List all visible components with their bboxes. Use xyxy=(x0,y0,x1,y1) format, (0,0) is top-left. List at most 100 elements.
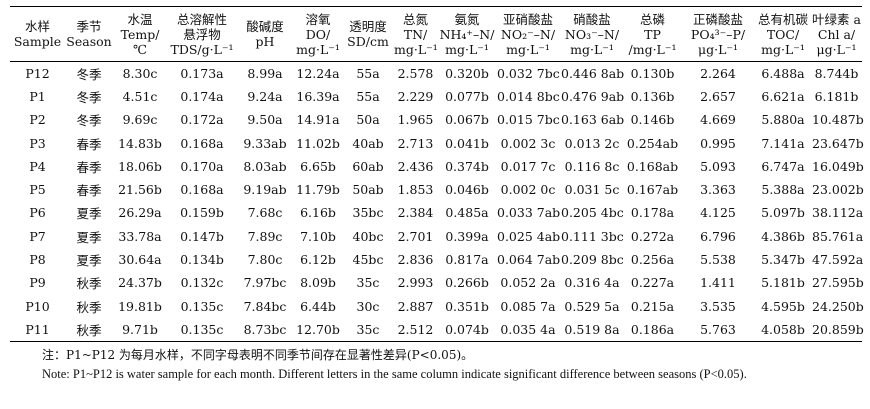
column-header-line: TN/ xyxy=(403,26,428,42)
table-cell: 0.146b xyxy=(630,112,675,128)
table-cell: 4.51c xyxy=(122,88,158,104)
table-cell: 1.853 xyxy=(397,182,434,198)
table-cell: 9.19ab xyxy=(243,182,287,198)
table-cell: 6.488a xyxy=(761,65,805,81)
table-cell: 0.266b xyxy=(445,275,489,291)
table-cell: 4.058b xyxy=(755,317,811,342)
table-cell: 5.538 xyxy=(700,252,736,268)
table-cell: 16.39a xyxy=(296,88,340,104)
column-header-line: SD/cm xyxy=(347,34,389,49)
table-cell: 6.65b xyxy=(300,158,336,174)
table-cell: 9.71b xyxy=(113,317,167,342)
table-cell: 6.747a xyxy=(761,158,805,174)
column-header-line: Season xyxy=(66,34,112,49)
table-cell: 0.446 8ab xyxy=(561,65,625,81)
table-cell: 4.669 xyxy=(700,112,736,128)
table-cell: 春季 xyxy=(76,183,102,199)
table-cell: 2.887 xyxy=(397,298,434,314)
table-cell: 春季 xyxy=(76,136,102,152)
table-cell: 2.713 xyxy=(397,135,434,151)
table-cell: 0.485a xyxy=(445,205,489,221)
table-cell: 0.017 7c xyxy=(500,158,556,174)
table-cell: 0.256a xyxy=(630,252,675,268)
column-header-line: mg·L⁻¹ xyxy=(394,41,438,57)
table-cell: 3.363 xyxy=(700,182,736,198)
table-row: P5 春季 21.56b 0.168a 9.19ab 11.79b 50ab 1.853 0.0… xyxy=(10,178,863,201)
table-row: P9 秋季 24.37b 0.132c 7.97bc 8.09b 35c 2.993 0.266… xyxy=(10,271,863,294)
table-cell: 21.56b xyxy=(118,182,162,198)
table-cell: 春季 xyxy=(76,159,102,175)
table-cell: 8.30c xyxy=(122,65,158,81)
table-cell: 2.512 xyxy=(393,317,438,342)
table-cell: 24.250b xyxy=(812,298,864,314)
column-header: 亚硝酸盐 NO₂⁻–N/mg·L⁻¹ xyxy=(496,6,560,62)
table-cell: 0.077b xyxy=(445,88,489,104)
table-cell: 0.351b xyxy=(445,298,489,314)
table-cell: 0.519 8a xyxy=(560,317,624,342)
column-header-line: 季节 xyxy=(76,19,102,34)
header-row: 水样 Sample 季节 Season 水温 Temp/℃ 总溶解性 悬浮物 TDS/g·L⁻¹… xyxy=(10,6,862,62)
column-header-line: Sample xyxy=(13,34,62,49)
column-header-line: Temp/ xyxy=(120,26,160,42)
column-header: 透明度 SD/cm xyxy=(343,6,393,62)
table-cell: 2.701 xyxy=(397,228,434,244)
table-cell: 0.111 3bc xyxy=(561,228,624,244)
table-cell: P4 xyxy=(29,158,46,174)
table-cell: 1.965 xyxy=(397,112,434,128)
column-header-line: 亚硝酸盐 xyxy=(502,11,553,27)
table-cell: 0.186a xyxy=(624,317,681,342)
table-cell: 2.436 xyxy=(397,158,434,174)
table-cell: 0.052 2a xyxy=(500,275,556,291)
table-cell: P1 xyxy=(29,88,46,104)
table-cell: 秋季 xyxy=(76,276,102,292)
table-cell: 8.99a xyxy=(247,65,283,81)
table-cell: 0.163 6ab xyxy=(561,112,625,128)
table-cell: 夏季 xyxy=(76,206,102,222)
column-header-line: 酸碱度 xyxy=(246,19,284,34)
table-cell: 0.031 5c xyxy=(564,182,620,198)
table-cell: 0.002 0c xyxy=(500,182,556,198)
table-cell: P3 xyxy=(29,135,46,151)
table-row: P1 冬季 4.51c 0.174a 9.24a 16.39a 55a 2.229 0.077b… xyxy=(10,85,862,108)
column-header-line: 硝酸盐 xyxy=(573,11,611,27)
table-cell: 55a xyxy=(356,65,380,81)
column-header-line: pH xyxy=(255,34,275,49)
table-cell: 18.06b xyxy=(118,158,162,174)
column-header-line: TOC/ xyxy=(766,26,800,42)
table-cell: 0.135c xyxy=(180,298,224,314)
table-cell: 35c xyxy=(356,275,380,291)
column-header-line: μg·L⁻¹ xyxy=(697,41,738,57)
column-header: 季节 Season xyxy=(65,6,113,62)
table-cell: 0.025 4ab xyxy=(497,228,561,244)
table-cell: 12.70b xyxy=(293,317,343,342)
table-cell: 0.168a xyxy=(180,182,224,198)
table-cell: 7.68c xyxy=(247,205,283,221)
table-cell: 夏季 xyxy=(76,253,102,269)
table-cell: 0.205 4bc xyxy=(561,205,624,221)
table-cell: 0.170a xyxy=(180,158,224,174)
table-cell: 33.78a xyxy=(118,228,162,244)
column-header-line: 水样 xyxy=(24,19,50,34)
table-row: P11 秋季 9.71b 0.135c 8.73bc 12.70b 35c 2.512 0.07… xyxy=(10,317,864,342)
table-cell: 50a xyxy=(356,112,380,128)
table-row: P3 春季 14.83b 0.168a 9.33ab 11.02b 40ab 2.713 0.0… xyxy=(10,131,863,154)
table-cell: 85.761a xyxy=(812,228,864,244)
note-english: Note: P1~P12 is water sample for each mo… xyxy=(42,367,747,381)
table-cell: 0.013 2c xyxy=(564,135,620,151)
table-cell: 14.91a xyxy=(296,112,340,128)
table-cell: 0.399a xyxy=(445,228,489,244)
table-cell: 2.657 xyxy=(700,88,736,104)
column-header-line: /mg·L⁻¹ xyxy=(628,41,677,57)
column-header: 总磷 TP/mg·L⁻¹ xyxy=(624,6,681,62)
column-header-line: mg·L⁻¹ xyxy=(445,41,489,57)
column-header-line: 总有机碳 xyxy=(757,11,808,27)
column-header: 水温 Temp/℃ xyxy=(113,6,167,62)
column-header-line: ℃ xyxy=(133,41,147,57)
table-cell: 0.032 7bc xyxy=(497,65,560,81)
column-header-line: 总氮 xyxy=(402,11,428,27)
column-header-line: 氨氮 xyxy=(454,11,480,27)
table-cell: 6.621a xyxy=(761,88,805,104)
table-cell: 30c xyxy=(356,298,380,314)
column-header: 水样 Sample xyxy=(10,6,65,62)
table-cell: 0.178a xyxy=(630,205,675,221)
